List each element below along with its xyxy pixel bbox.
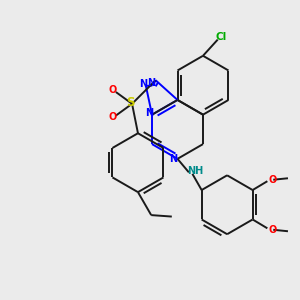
Text: N: N — [139, 79, 147, 88]
Text: N: N — [169, 154, 177, 164]
Text: N: N — [145, 108, 153, 118]
Text: O: O — [268, 175, 277, 185]
Text: S: S — [126, 96, 135, 109]
Text: O: O — [268, 225, 277, 235]
Text: Cl: Cl — [215, 32, 226, 42]
Text: NH: NH — [187, 166, 203, 176]
Text: O: O — [108, 112, 116, 122]
Text: O: O — [108, 85, 116, 95]
Text: N: N — [147, 78, 155, 88]
